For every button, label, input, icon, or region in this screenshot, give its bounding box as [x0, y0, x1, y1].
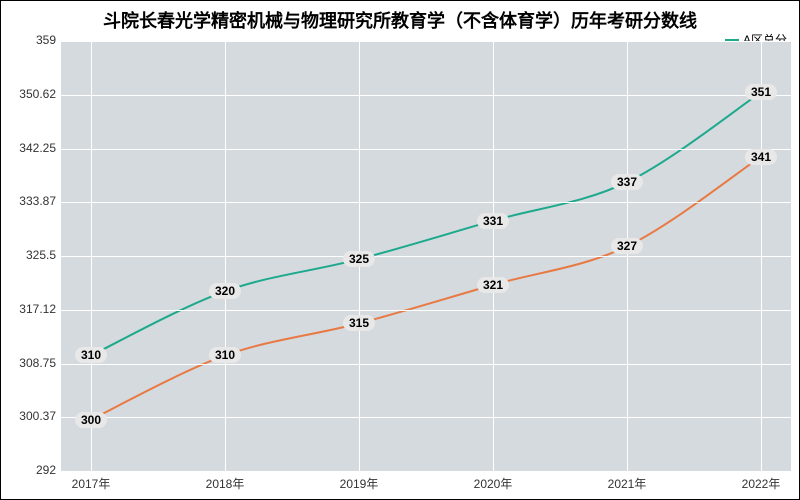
x-tick-label: 2022年: [731, 475, 791, 492]
gridline-v: [225, 41, 226, 471]
point-label: 310: [75, 347, 107, 363]
gridline-v: [627, 41, 628, 471]
gridline-h: [61, 149, 791, 150]
y-tick-label: 359: [6, 33, 56, 47]
x-tick-label: 2021年: [597, 475, 657, 492]
gridline-h: [61, 95, 791, 96]
point-label: 320: [209, 283, 241, 299]
y-tick-label: 300.37: [6, 409, 56, 423]
gridline-h: [61, 471, 791, 472]
point-label: 327: [611, 238, 643, 254]
series-line: [91, 157, 761, 420]
point-label: 300: [75, 412, 107, 428]
point-label: 310: [209, 347, 241, 363]
gridline-v: [91, 41, 92, 471]
y-tick-label: 325.5: [6, 248, 56, 262]
point-label: 351: [745, 84, 777, 100]
x-tick-label: 2020年: [463, 475, 523, 492]
gridline-v: [493, 41, 494, 471]
series-line: [91, 92, 761, 355]
gridline-h: [61, 202, 791, 203]
chart-title: 斗院长春光学精密机械与物理研究所教育学（不含体育学）历年考研分数线: [103, 7, 697, 33]
x-tick-label: 2018年: [195, 475, 255, 492]
gridline-h: [61, 310, 791, 311]
y-tick-label: 333.87: [6, 194, 56, 208]
y-tick-label: 350.62: [6, 87, 56, 101]
plot-area: 310 320 325 331 337 351 300 310 315 321 327 341: [61, 41, 791, 471]
point-label: 315: [343, 315, 375, 331]
y-tick-label: 317.12: [6, 302, 56, 316]
y-tick-label: 308.75: [6, 356, 56, 370]
gridline-h: [61, 41, 791, 42]
gridline-h: [61, 417, 791, 418]
point-label: 325: [343, 251, 375, 267]
gridline-h: [61, 364, 791, 365]
point-label: 337: [611, 174, 643, 190]
y-tick-label: 292: [6, 463, 56, 477]
point-label: 331: [477, 213, 509, 229]
chart-container: 斗院长春光学精密机械与物理研究所教育学（不含体育学）历年考研分数线 A区总分 B…: [0, 0, 800, 500]
y-tick-label: 342.25: [6, 141, 56, 155]
x-tick-label: 2019年: [329, 475, 389, 492]
gridline-h: [61, 256, 791, 257]
point-label: 341: [745, 149, 777, 165]
point-label: 321: [477, 277, 509, 293]
x-tick-label: 2017年: [61, 475, 121, 492]
gridline-v: [761, 41, 762, 471]
